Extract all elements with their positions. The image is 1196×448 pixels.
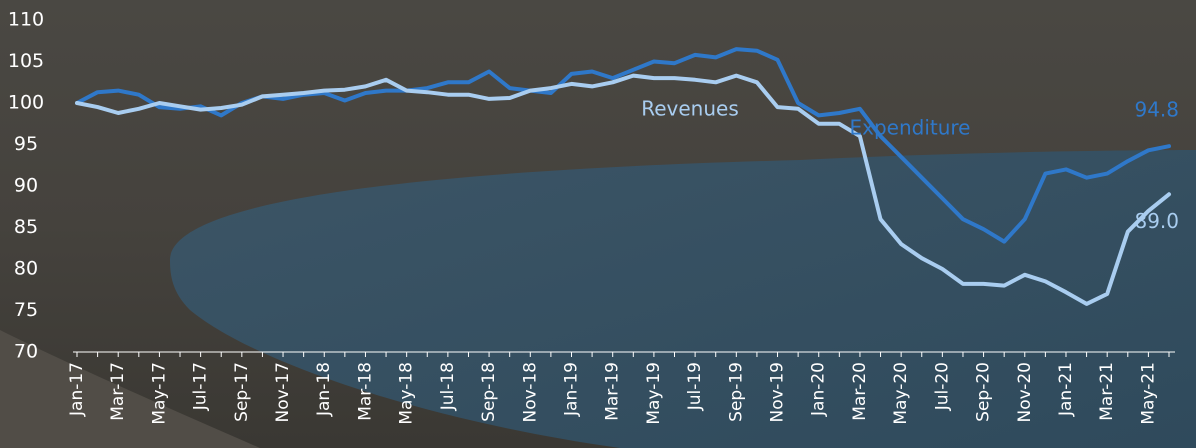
- x-tick-label: Nov-20: [1015, 362, 1035, 423]
- y-tick-label: 80: [14, 258, 38, 280]
- y-tick-label: 70: [14, 341, 38, 363]
- x-tick-label: Nov-17: [273, 362, 293, 423]
- x-tick-label: Mar-20: [850, 362, 870, 421]
- x-tick-label: Mar-19: [603, 362, 623, 421]
- x-tick-label: May-20: [891, 362, 911, 425]
- x-tick-label: Mar-17: [108, 362, 128, 421]
- data-label: 94.8: [1134, 98, 1179, 122]
- y-tick-label: 100: [8, 92, 44, 114]
- x-tick-label: Mar-18: [355, 362, 375, 421]
- y-tick-label: 85: [14, 216, 38, 238]
- x-tick-label: May-17: [149, 362, 169, 425]
- series-line: [75, 73, 1171, 306]
- x-tick-label: Jan-20: [809, 362, 829, 417]
- x-tick-label: Jul-18: [438, 362, 458, 411]
- x-tick-label: May-18: [397, 362, 417, 425]
- x-tick-label: Sep-19: [726, 362, 746, 422]
- background-water: [170, 150, 1196, 448]
- x-tick-label: Sep-18: [479, 362, 499, 422]
- data-label: 89.0: [1134, 209, 1179, 233]
- x-tick-label: Jul-19: [685, 362, 705, 411]
- x-tick-label: Jan-17: [67, 362, 87, 417]
- background-shore: [0, 330, 260, 448]
- x-tick-label: Jan-18: [314, 362, 334, 417]
- series-label: Revenues: [641, 97, 739, 121]
- x-tick-label: Jul-20: [932, 362, 952, 411]
- x-tick-label: Nov-19: [768, 362, 788, 423]
- x-tick-label: Jul-17: [191, 362, 211, 411]
- x-tick-label: Jan-21: [1056, 362, 1076, 417]
- y-tick-label: 95: [14, 133, 38, 155]
- y-tick-label: 105: [8, 50, 44, 72]
- y-tick-label: 75: [14, 299, 38, 321]
- x-tick-label: Mar-21: [1097, 362, 1117, 421]
- x-tick-label: May-19: [644, 362, 664, 425]
- x-tick-label: Sep-20: [974, 362, 994, 422]
- y-tick-label: 110: [8, 9, 44, 31]
- x-tick-label: Jan-19: [561, 362, 581, 417]
- x-tick-label: Nov-18: [520, 362, 540, 423]
- x-tick-label: Sep-17: [232, 362, 252, 422]
- y-tick-label: 90: [14, 175, 38, 197]
- x-tick-label: May-21: [1138, 362, 1158, 425]
- series-label: Expenditure: [849, 116, 970, 140]
